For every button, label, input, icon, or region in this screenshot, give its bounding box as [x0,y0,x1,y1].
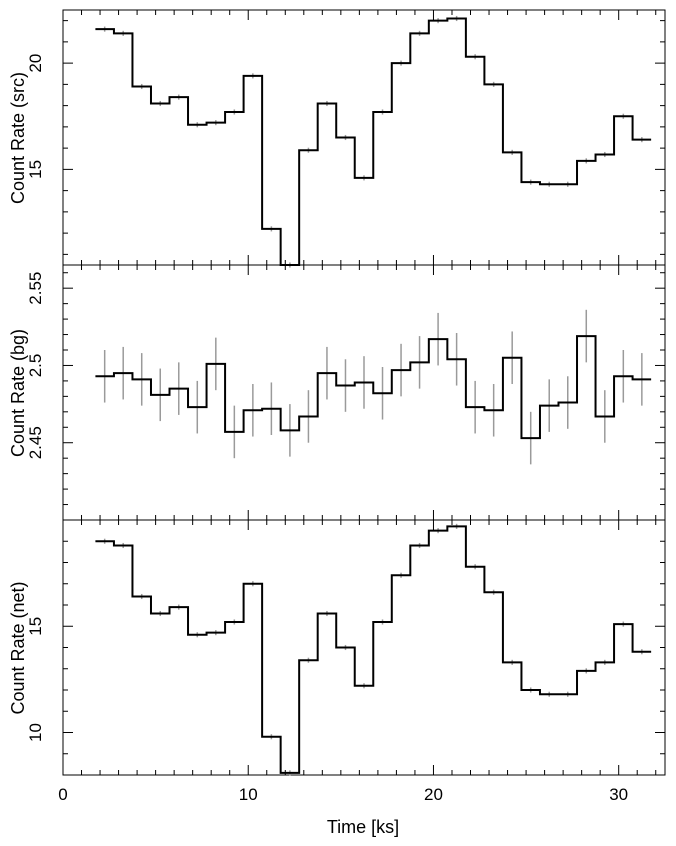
y-tick-label: 15 [26,160,45,179]
y-axis-label-src: Count Rate (src) [8,72,28,204]
y-tick-label: 15 [26,617,45,636]
y-axis-label-bg: Count Rate (bg) [8,329,28,457]
panel-net: 10 15 0 10 20 30 [26,519,666,804]
light-curve-step-line [95,17,652,266]
x-axis-label: Time [ks] [327,817,399,837]
x-tick-label: 0 [58,785,67,804]
y-tick-label: 2.55 [26,272,45,305]
y-tick-label: 10 [26,723,45,742]
x-tick-label: 10 [239,785,258,804]
plot-frame [62,519,666,776]
y-axis-label-net: Count Rate (net) [8,581,28,714]
light-curve-step-line [95,335,652,440]
panel-bg: 2.45 2.5 2.55 [26,264,666,521]
x-tick-label: 30 [609,785,628,804]
light-curve-step-line [95,525,652,774]
x-tick-label: 20 [424,785,443,804]
plot-frame [62,9,666,266]
y-tick-label: 2.45 [26,426,45,459]
y-tick-label: 20 [26,54,45,73]
y-tick-label: 2.5 [26,354,45,378]
